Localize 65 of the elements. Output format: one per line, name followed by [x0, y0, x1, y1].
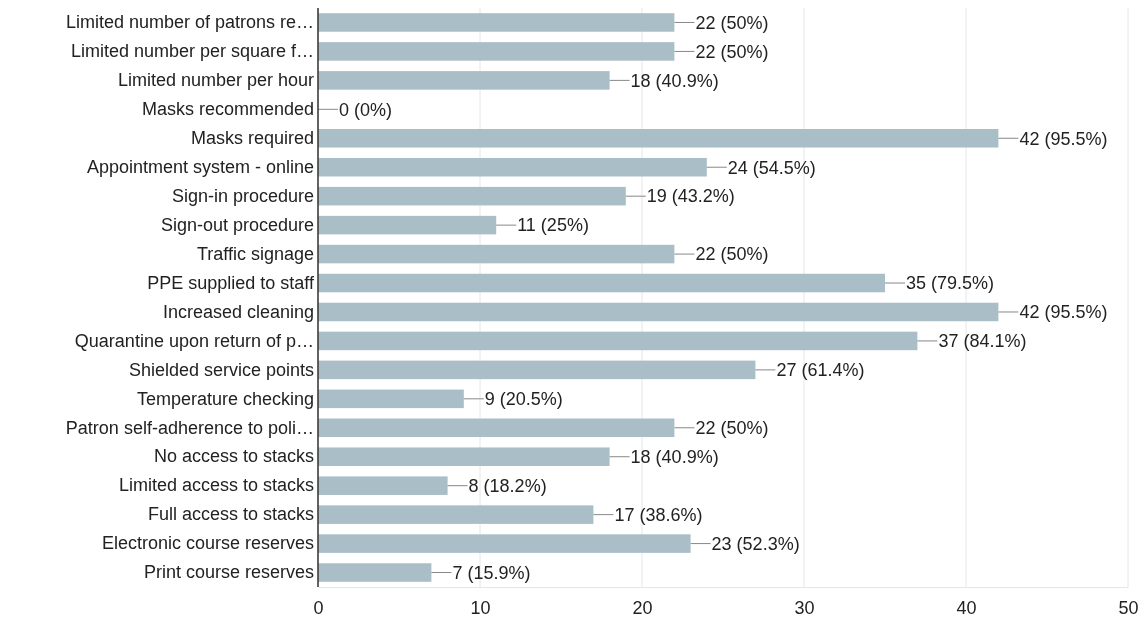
bar — [318, 129, 999, 148]
bar — [318, 389, 464, 409]
bar — [318, 447, 610, 466]
bar — [318, 360, 756, 380]
bar — [318, 331, 918, 351]
data-label: 22 (50%) — [695, 244, 769, 265]
data-label: 18 (40.9%) — [630, 447, 719, 468]
data-label: 19 (43.2%) — [646, 186, 735, 207]
bar — [318, 215, 497, 235]
y-tick-label: Temperature checking — [136, 388, 314, 409]
bar — [318, 505, 594, 524]
data-label: 24 (54.5%) — [727, 157, 816, 178]
data-label: 42 (95.5%) — [1019, 302, 1108, 323]
bar — [318, 418, 675, 438]
bar — [318, 42, 675, 61]
bar — [318, 273, 885, 293]
data-label: 35 (79.5%) — [906, 273, 995, 294]
y-tick-label: Limited number per hour — [117, 70, 314, 91]
data-label: 27 (61.4%) — [776, 360, 865, 381]
x-tick-label: 50 — [1118, 597, 1139, 618]
bar — [318, 476, 448, 495]
bar — [318, 302, 999, 322]
y-tick-label: Electronic course reserves — [101, 533, 314, 554]
data-label: 42 (95.5%) — [1019, 128, 1108, 149]
bar — [318, 244, 675, 264]
data-label: 23 (52.3%) — [711, 533, 800, 554]
y-tick-label: Masks required — [190, 128, 314, 149]
y-tick-label: Patron self-adherence to poli… — [65, 417, 314, 438]
y-tick-label: Traffic signage — [196, 243, 314, 264]
y-tick-label: Print course reserves — [143, 562, 314, 583]
data-label: 9 (20.5%) — [484, 389, 563, 410]
y-tick-label: Limited access to stacks — [118, 475, 314, 496]
data-label: 11 (25%) — [517, 215, 589, 236]
y-tick-label: Masks recommended — [141, 99, 314, 120]
bar — [318, 186, 626, 206]
bar — [318, 71, 610, 90]
y-tick-label: Quarantine upon return of p… — [74, 330, 314, 351]
y-tick-label: Sign-in procedure — [171, 185, 314, 206]
y-tick-label: Shielded service points — [128, 359, 314, 380]
bar — [318, 157, 707, 177]
x-tick-label: 10 — [470, 597, 491, 618]
bar — [318, 563, 432, 582]
y-tick-label: Limited number of patrons re… — [65, 12, 314, 33]
data-label: 22 (50%) — [695, 41, 769, 62]
data-label: 18 (40.9%) — [630, 70, 719, 91]
y-tick-label: Appointment system - online — [86, 156, 314, 177]
data-label: 22 (50%) — [695, 12, 769, 33]
data-label: 22 (50%) — [695, 418, 769, 439]
x-tick-label: 40 — [956, 597, 977, 618]
y-tick-label: PPE supplied to staff — [147, 272, 315, 293]
x-tick-label: 0 — [313, 597, 324, 618]
data-label: 37 (84.1%) — [938, 331, 1027, 352]
x-tick-label: 20 — [632, 597, 653, 618]
y-tick-label: Sign-out procedure — [160, 214, 314, 235]
data-label: 17 (38.6%) — [614, 504, 703, 525]
bar — [318, 13, 675, 32]
data-label: 8 (18.2%) — [468, 475, 547, 496]
y-tick-label: Limited number per square f… — [70, 41, 314, 62]
bar — [318, 534, 691, 553]
data-label: 0 (0%) — [339, 99, 393, 120]
y-tick-label: Increased cleaning — [162, 301, 314, 322]
y-tick-label: Full access to stacks — [147, 504, 314, 525]
y-tick-label: No access to stacks — [153, 446, 314, 467]
x-tick-label: 30 — [794, 597, 815, 618]
data-label: 7 (15.9%) — [452, 562, 531, 583]
